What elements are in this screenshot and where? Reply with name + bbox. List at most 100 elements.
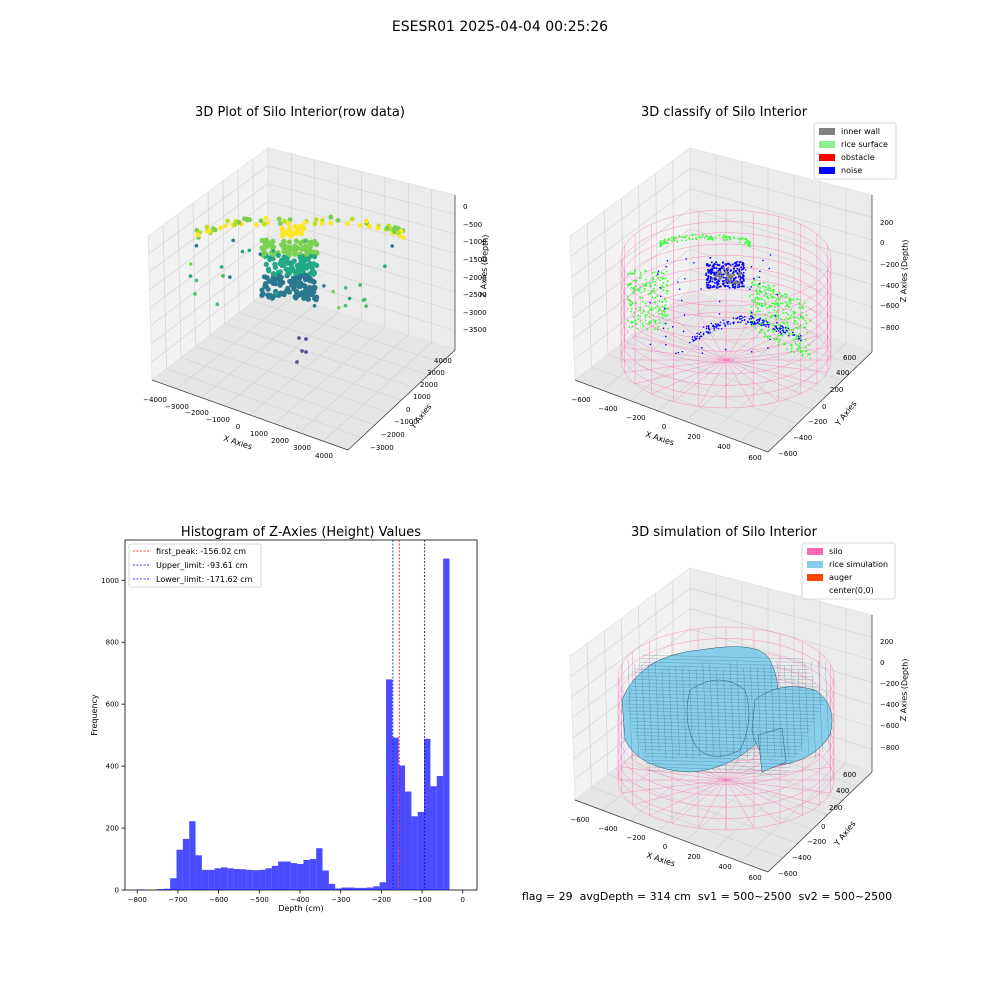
rice-surface-point xyxy=(662,289,665,292)
rice-surface-point xyxy=(722,236,724,239)
classify-y-tick: −600 xyxy=(778,450,797,458)
noise-point xyxy=(760,324,762,327)
rice-mesh-line xyxy=(626,707,820,712)
noise-point xyxy=(707,283,710,286)
noise-point xyxy=(721,261,724,264)
legend-swatch-silo xyxy=(807,548,823,555)
rice-mesh-line xyxy=(736,661,741,756)
grid-line xyxy=(586,223,592,368)
rice-surface-point xyxy=(666,284,668,287)
noise-point xyxy=(740,266,743,269)
rice-surface-point xyxy=(636,288,639,291)
histogram-bar xyxy=(436,776,444,890)
rice-surface-point xyxy=(797,347,800,350)
raw-point xyxy=(242,216,247,222)
simulation-rice-surface xyxy=(621,646,833,775)
classify-z-tick-labels: 200 0 −200 −400 −600 −800 xyxy=(880,219,899,332)
rice-surface-point xyxy=(632,315,635,318)
noise-point xyxy=(706,268,709,271)
rice-surface-point xyxy=(789,302,792,305)
rice-surface-point xyxy=(639,296,641,299)
noise-point xyxy=(785,329,788,332)
rice-surface-point xyxy=(792,328,795,331)
histogram-bar xyxy=(430,786,437,890)
grid-line xyxy=(571,208,691,298)
grid-line xyxy=(267,165,456,215)
rice-surface-point xyxy=(747,239,749,242)
rice-surface-point xyxy=(628,303,631,305)
noise-point xyxy=(662,327,665,330)
rice-surface-point xyxy=(639,276,642,279)
rice-surface-point xyxy=(786,324,789,327)
raw-point xyxy=(259,287,265,293)
rice-surface-point xyxy=(665,290,668,293)
rice-surface-point xyxy=(779,318,782,320)
raw-point xyxy=(314,249,320,255)
noise-point xyxy=(742,279,745,282)
raw-point xyxy=(247,248,252,253)
classify-z-tick: 200 xyxy=(880,219,893,227)
noise-point xyxy=(729,264,732,267)
rice-surface-point xyxy=(651,296,654,299)
raw-point xyxy=(219,265,224,269)
grid-line xyxy=(689,228,873,286)
simulation-plot-title: 3D simulation of Silo Interior xyxy=(631,525,818,540)
noise-point xyxy=(736,267,739,270)
raw-point xyxy=(222,223,228,229)
raw-point xyxy=(292,223,298,230)
noise-point xyxy=(695,337,698,340)
rice-surface-point xyxy=(788,332,791,335)
rice-surface-point xyxy=(801,311,803,314)
rice-mesh-line xyxy=(627,659,633,760)
rice-surface-point xyxy=(711,239,714,241)
rice-surface-point xyxy=(645,304,648,307)
noise-point xyxy=(782,329,784,331)
rice-surface-point xyxy=(738,241,741,244)
rice-surface-point xyxy=(662,272,665,275)
rice-surface-point xyxy=(711,237,714,240)
raw-point xyxy=(280,258,287,264)
noise-point xyxy=(706,279,709,282)
raw-point xyxy=(274,291,279,296)
histogram-bar xyxy=(240,869,247,890)
rice-surface-point xyxy=(768,311,771,314)
histogram-bar xyxy=(208,869,215,890)
raw-point xyxy=(277,221,283,226)
raw-x-tick-labels: −4000 −3000 −2000 −1000 0 1000 2000 3000… xyxy=(143,396,333,460)
rice-surface-point xyxy=(792,351,795,354)
grid-line xyxy=(740,762,847,862)
grid-line xyxy=(689,587,873,638)
rice-surface-point xyxy=(767,297,770,300)
inner-wall-point xyxy=(727,267,730,270)
noise-point xyxy=(722,276,725,279)
classify-y-tick: −200 xyxy=(808,418,827,426)
raw-x-tick: 4000 xyxy=(315,452,333,460)
rice-mesh-line xyxy=(641,752,797,758)
raw-point xyxy=(364,304,368,308)
rice-surface-point xyxy=(799,299,802,301)
noise-point xyxy=(733,286,736,289)
raw-point xyxy=(262,280,269,287)
noise-point xyxy=(724,324,726,326)
noise-point xyxy=(745,323,747,325)
rice-surface-point xyxy=(764,289,766,292)
rice-surface-point xyxy=(772,290,775,292)
noise-point xyxy=(734,276,737,279)
noise-point xyxy=(735,317,737,320)
rice-mesh-line xyxy=(818,660,823,752)
rice-surface-point xyxy=(783,318,786,321)
raw-point xyxy=(336,305,341,310)
rice-surface-point xyxy=(633,286,636,289)
rice-surface-point xyxy=(758,331,761,334)
grid-line xyxy=(603,210,609,355)
classify-y-label: Y Axies xyxy=(833,399,859,428)
raw-point xyxy=(263,261,269,268)
noise-point xyxy=(729,269,732,272)
histogram-y-tick-label: 800 xyxy=(106,639,119,647)
rice-surface-point xyxy=(641,296,643,299)
noise-point xyxy=(709,331,712,334)
rice-surface-point xyxy=(630,320,633,323)
raw-point xyxy=(258,218,264,224)
grid-line xyxy=(573,249,691,340)
raw-point xyxy=(195,232,201,238)
